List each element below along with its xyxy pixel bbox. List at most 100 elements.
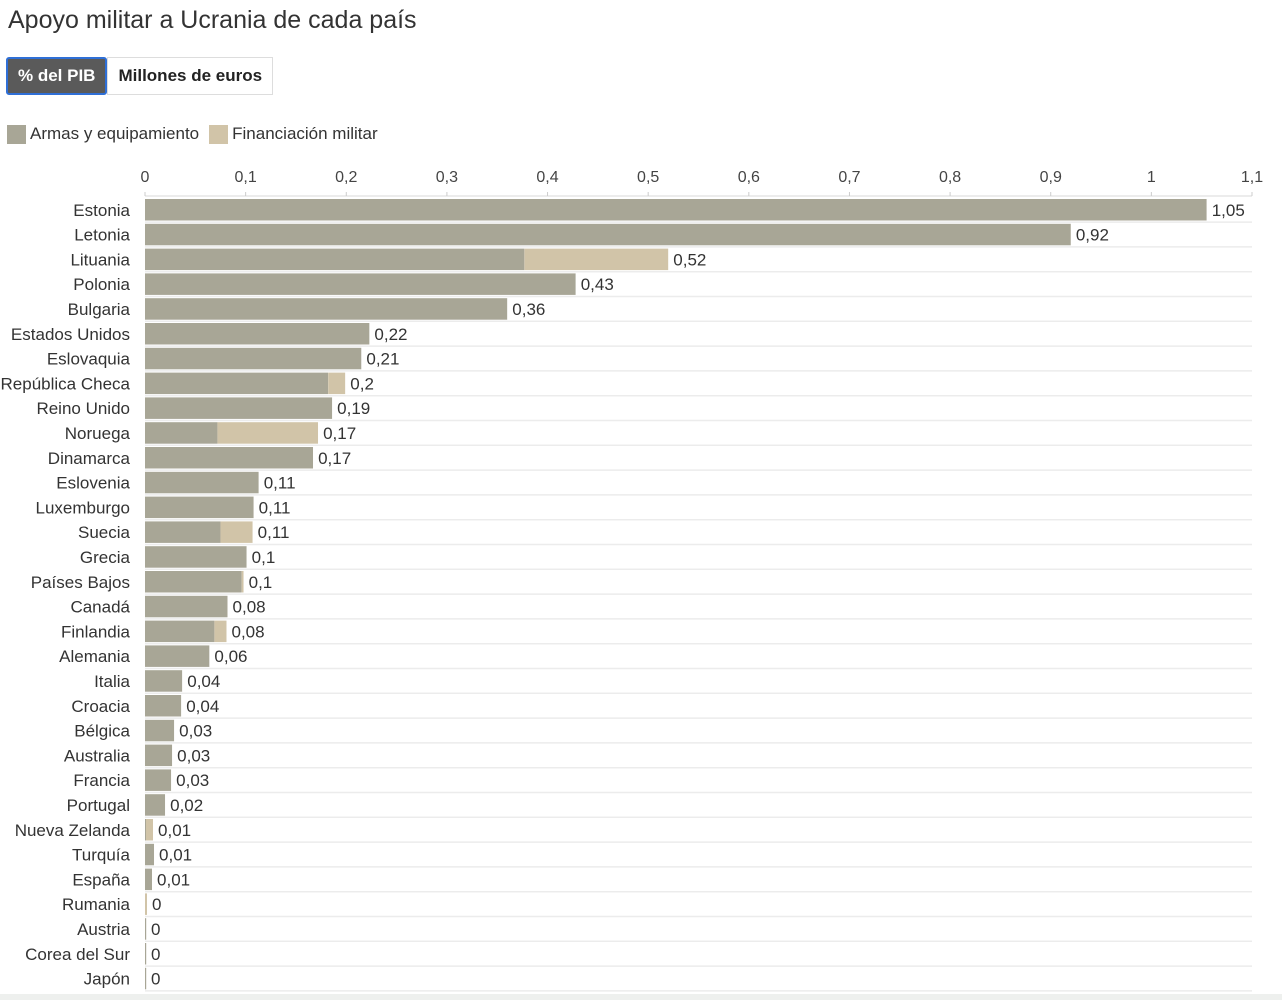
bar-chart: 0 0,1 0,2 0,3 0,4 0,5 0,6 0,7 0,8 0,9 1 1,1 Estonia 1…: [1, 169, 1263, 992]
value-label: 0,01: [159, 846, 192, 865]
tab-million-euros[interactable]: Millones de euros: [107, 57, 274, 95]
value-label: 0: [151, 945, 160, 964]
bar-weapons[interactable]: [145, 347, 362, 370]
bar-financing[interactable]: [220, 521, 253, 543]
legend-label-financing: Financiación militar: [232, 124, 378, 143]
bar-weapons[interactable]: [145, 248, 525, 271]
category-label: Dinamarca: [48, 449, 131, 468]
category-label: Nueva Zelanda: [15, 821, 131, 840]
bar-weapons[interactable]: [145, 397, 333, 419]
category-label: Rumania: [62, 895, 131, 914]
value-label: 0,08: [233, 598, 266, 617]
value-label: 0,1: [249, 573, 273, 592]
legend-item-financing[interactable]: Financiación militar: [209, 124, 378, 144]
bar-financing[interactable]: [524, 248, 669, 271]
tab-percent-gdp[interactable]: % del PIB: [6, 57, 108, 95]
category-label: Turquía: [72, 846, 131, 865]
value-label: 0,04: [187, 672, 220, 691]
bar-financing[interactable]: [146, 819, 154, 841]
category-label: Francia: [73, 771, 130, 790]
category-label: Letonia: [74, 226, 130, 245]
bar-financing[interactable]: [241, 571, 244, 593]
value-label: 0,03: [179, 722, 212, 741]
value-label: 0,92: [1076, 226, 1109, 245]
category-label: Bulgaria: [68, 300, 131, 319]
category-label: Países Bajos: [31, 573, 130, 592]
x-tick-label: 0,5: [637, 169, 659, 186]
category-label: Croacia: [71, 697, 130, 716]
x-tick-label: 0,2: [335, 169, 357, 186]
bar-weapons[interactable]: [145, 918, 147, 940]
category-label: Austria: [77, 920, 130, 939]
bar-weapons[interactable]: [145, 819, 147, 841]
category-label: Luxemburgo: [35, 498, 130, 517]
bar-weapons[interactable]: [145, 595, 228, 618]
bar-weapons[interactable]: [145, 372, 329, 395]
bar-financing[interactable]: [328, 372, 346, 395]
bar-weapons[interactable]: [145, 471, 259, 494]
x-tick-label: 0,1: [235, 169, 257, 186]
legend-swatch-financing: [209, 124, 229, 144]
bar-weapons[interactable]: [145, 744, 173, 767]
metric-tabs: % del PIB Millones de euros: [6, 57, 274, 95]
footer-bar: [0, 994, 1282, 1000]
value-label: 0,11: [259, 498, 291, 517]
value-label: 0,1: [252, 548, 276, 567]
category-label: Italia: [94, 672, 130, 691]
legend-swatch-weapons: [7, 124, 26, 144]
x-tick-label: 0,6: [738, 169, 760, 186]
bar-weapons[interactable]: [145, 298, 508, 320]
bar-weapons[interactable]: [145, 670, 183, 692]
bar-financing[interactable]: [217, 422, 319, 444]
bar-weapons[interactable]: [145, 620, 215, 643]
category-label: Japón: [84, 970, 130, 989]
bar-weapons[interactable]: [145, 546, 247, 568]
legend-label-weapons: Armas y equipamiento: [30, 124, 200, 143]
legend: Armas y equipamiento Financiación milita…: [7, 124, 388, 144]
bar-weapons[interactable]: [145, 447, 314, 469]
category-label: Canadá: [70, 598, 130, 617]
bar-weapons[interactable]: [145, 719, 175, 742]
bar-weapons[interactable]: [145, 496, 254, 519]
bar-weapons[interactable]: [145, 967, 147, 990]
x-tick-label: 0,8: [939, 169, 961, 186]
category-label: España: [72, 870, 130, 889]
value-label: 0,36: [512, 300, 545, 319]
x-tick-label: 0,7: [838, 169, 860, 186]
category-label: Noruega: [65, 424, 131, 443]
category-label: Estados Unidos: [11, 325, 130, 344]
bar-weapons[interactable]: [145, 645, 210, 667]
value-label: 0,43: [581, 275, 614, 294]
category-label: Reino Unido: [36, 399, 130, 418]
value-label: 0,01: [158, 821, 191, 840]
bar-weapons[interactable]: [145, 223, 1071, 246]
bar-financing[interactable]: [214, 620, 227, 643]
bar-weapons[interactable]: [145, 521, 221, 543]
bar-weapons[interactable]: [145, 199, 1207, 221]
value-label: 0,08: [232, 622, 265, 641]
value-label: 0: [151, 920, 160, 939]
bar-weapons[interactable]: [145, 794, 166, 816]
category-label: Lituania: [70, 250, 130, 269]
bar-weapons[interactable]: [145, 769, 172, 791]
value-label: 0,19: [337, 399, 370, 418]
bar-weapons[interactable]: [145, 868, 153, 891]
bar-weapons[interactable]: [145, 273, 576, 295]
x-tick-label: 0: [141, 169, 150, 186]
bar-weapons[interactable]: [145, 571, 242, 593]
value-label: 0,2: [350, 374, 374, 393]
bar-weapons[interactable]: [145, 943, 147, 965]
bar-weapons[interactable]: [145, 422, 218, 444]
value-label: 0,03: [176, 771, 209, 790]
bar-weapons[interactable]: [145, 843, 155, 866]
value-label: 0: [152, 895, 161, 914]
value-label: 0,06: [214, 647, 247, 666]
bar-financing[interactable]: [145, 893, 148, 915]
bar-weapons[interactable]: [145, 323, 370, 345]
value-label: 0,17: [318, 449, 351, 468]
category-label: Bélgica: [74, 722, 130, 741]
bar-weapons[interactable]: [145, 695, 182, 717]
x-tick-label: 1: [1147, 169, 1156, 186]
value-label: 0,22: [374, 325, 407, 344]
legend-item-weapons[interactable]: Armas y equipamiento: [7, 124, 199, 144]
